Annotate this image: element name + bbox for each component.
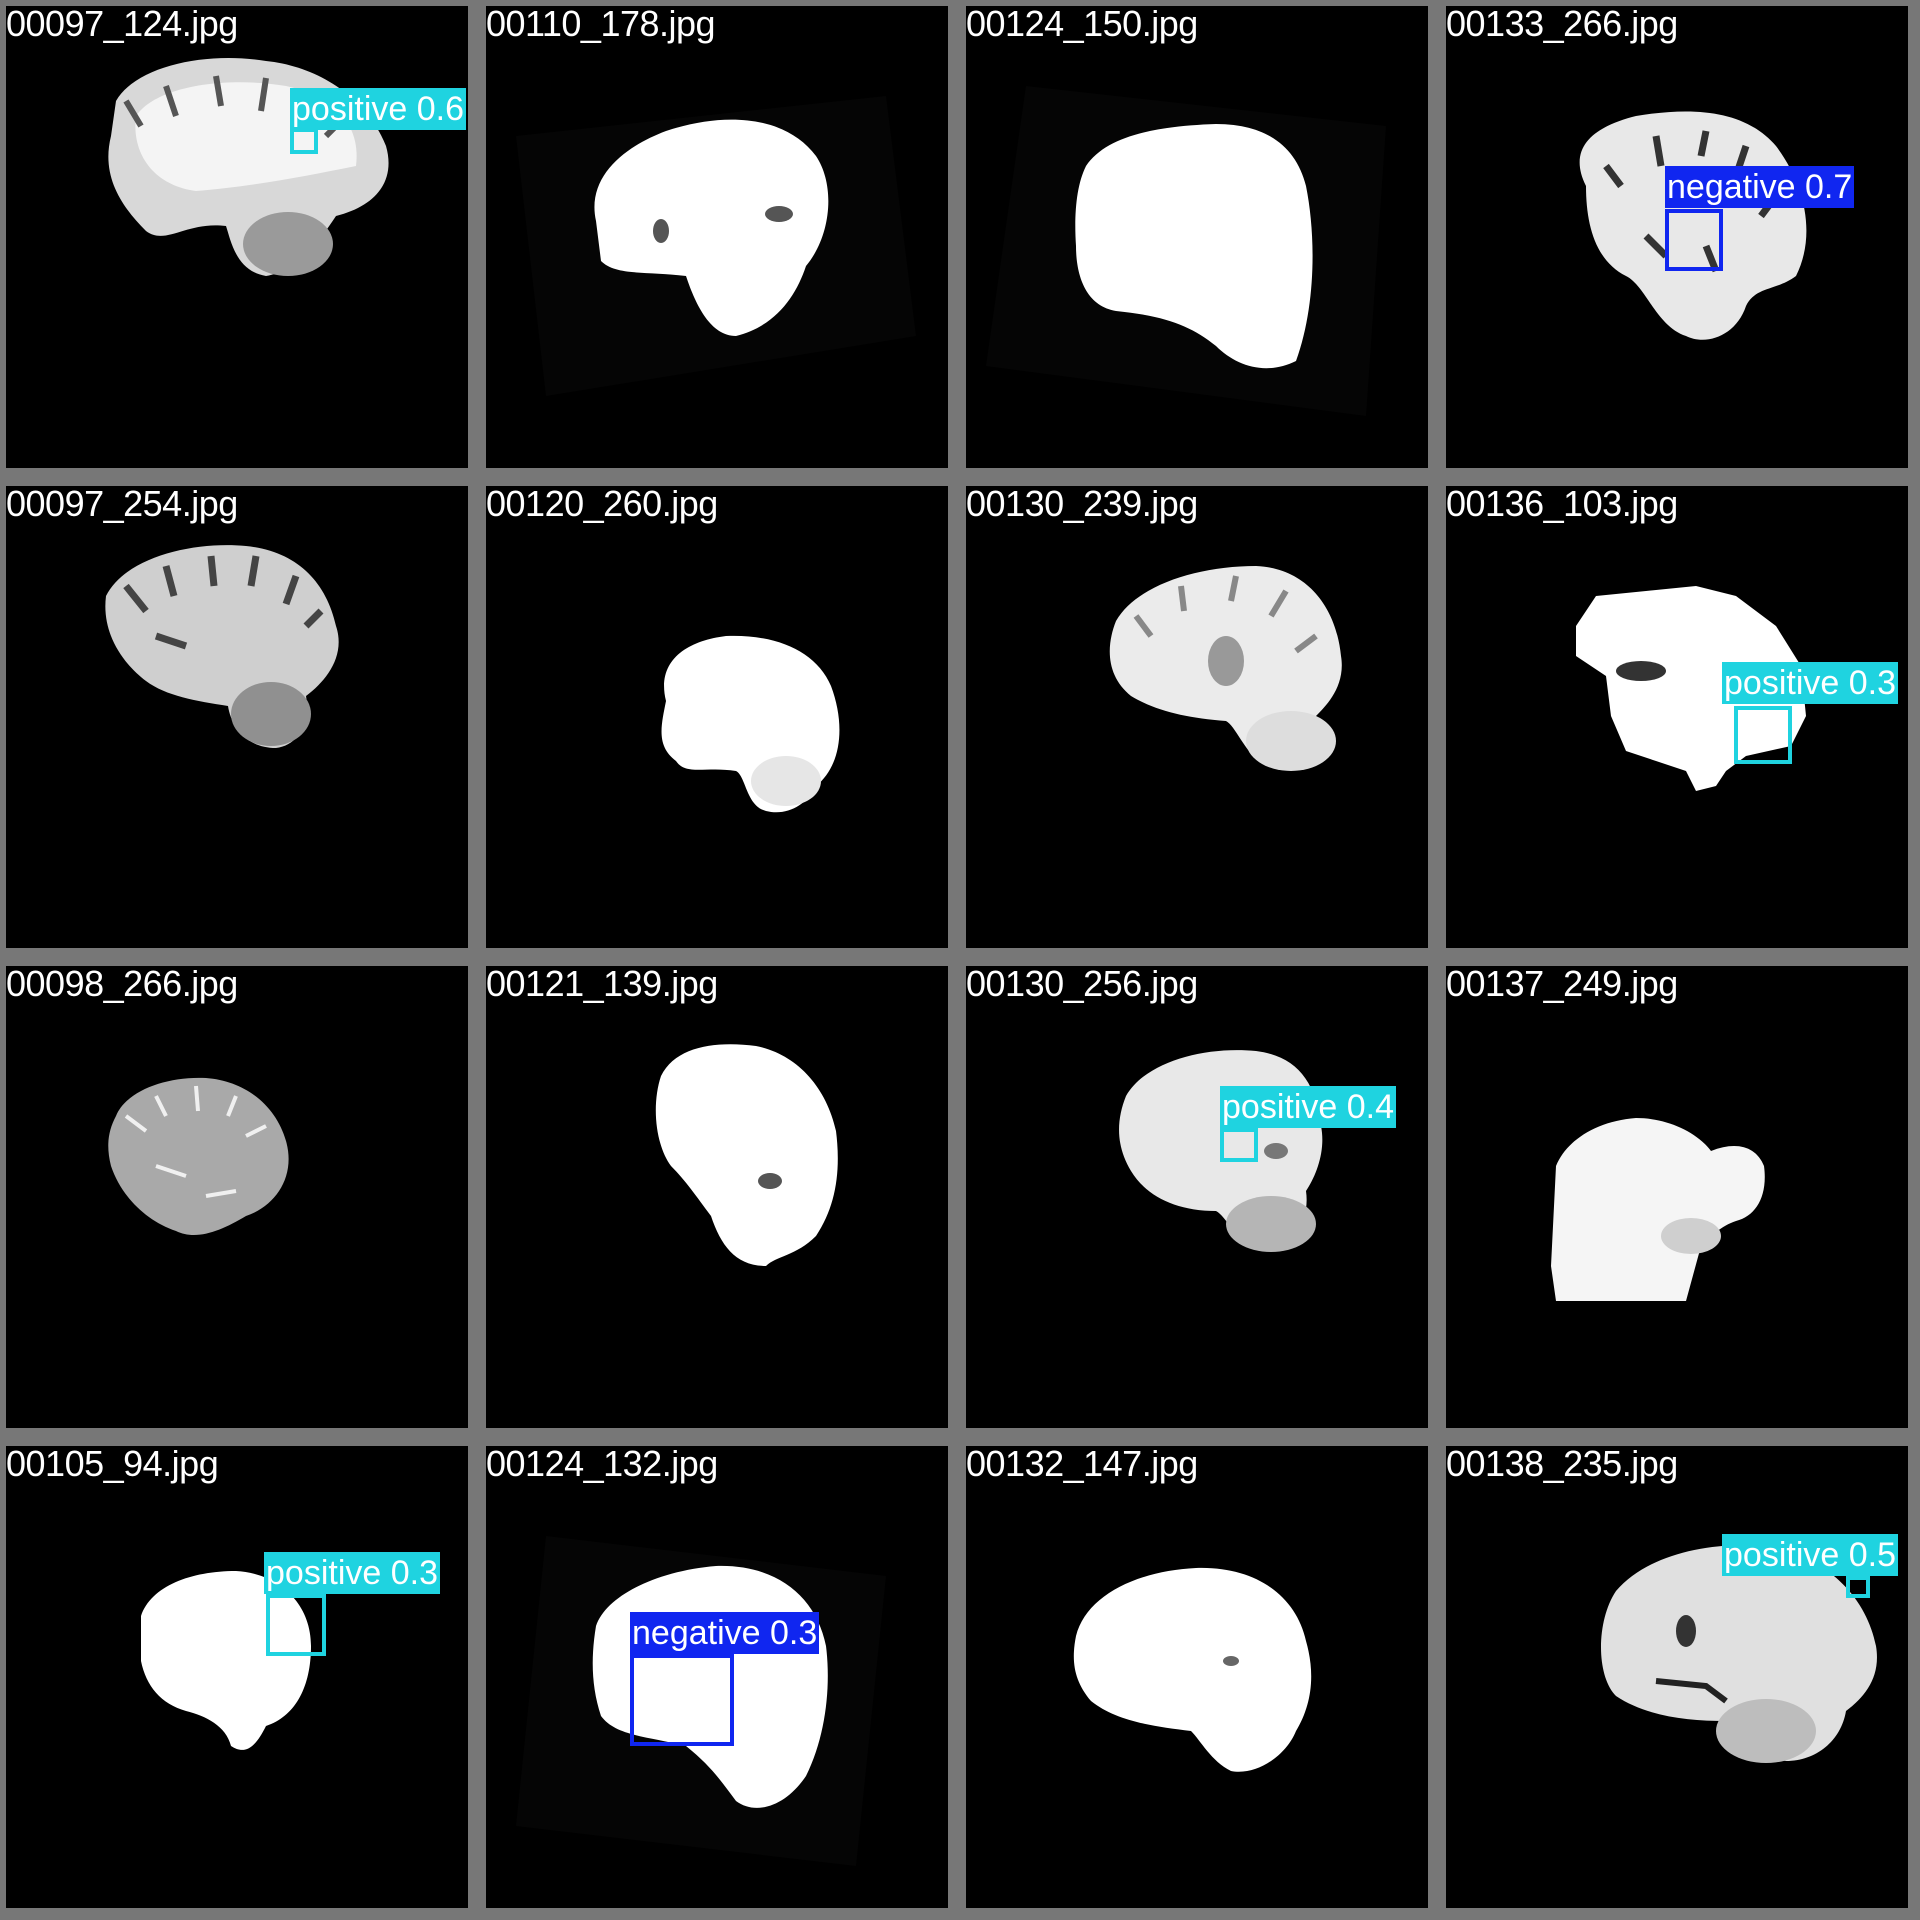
image-filename: 00124_150.jpg bbox=[966, 3, 1198, 44]
brain-slice-shape bbox=[105, 545, 339, 748]
image-tile[interactable]: 00130_256.jpg positive 0.4 bbox=[960, 960, 1440, 1440]
image-filename: 00124_132.jpg bbox=[486, 1443, 718, 1484]
image-filename: 00098_266.jpg bbox=[6, 963, 238, 1004]
brain-slice-shape bbox=[1601, 1545, 1877, 1763]
bounding-box bbox=[1220, 1128, 1258, 1162]
image-filename: 00130_256.jpg bbox=[966, 963, 1198, 1004]
image-filename: 00138_235.jpg bbox=[1446, 1443, 1678, 1484]
image-filename: 00132_147.jpg bbox=[966, 1443, 1198, 1484]
bounding-box bbox=[290, 128, 318, 154]
brain-slice-image bbox=[1446, 6, 1908, 468]
brain-slice-image bbox=[966, 1446, 1428, 1908]
brain-slice-image bbox=[6, 6, 468, 468]
brain-slice-shape bbox=[1551, 1118, 1765, 1301]
brain-slice-image bbox=[486, 966, 948, 1428]
brain-slice-image bbox=[6, 1446, 468, 1908]
detection-label: positive 0.6 bbox=[290, 88, 466, 130]
brain-slice-image bbox=[1446, 1446, 1908, 1908]
detection-label: negative 0.7 bbox=[1665, 166, 1855, 208]
brain-slice-image bbox=[486, 6, 948, 468]
bounding-box bbox=[1846, 1576, 1870, 1598]
brain-slice-shape bbox=[108, 1077, 289, 1236]
brain-slice-shape bbox=[1119, 1050, 1323, 1252]
brain-slice-image bbox=[966, 6, 1428, 468]
brain-slice-image bbox=[966, 966, 1428, 1428]
image-tile[interactable]: 00132_147.jpg bbox=[960, 1440, 1440, 1920]
brain-slice-image bbox=[6, 966, 468, 1428]
brain-slice-shape bbox=[986, 86, 1386, 416]
image-filename: 00136_103.jpg bbox=[1446, 483, 1678, 524]
detection-label: positive 0.3 bbox=[264, 1552, 440, 1594]
brain-slice-image bbox=[486, 486, 948, 948]
brain-slice-image bbox=[6, 486, 468, 948]
image-tile[interactable]: 00121_139.jpg bbox=[480, 960, 960, 1440]
bounding-box bbox=[630, 1654, 734, 1746]
bounding-box bbox=[266, 1594, 326, 1656]
image-tile[interactable]: 00136_103.jpg positive 0.3 bbox=[1440, 480, 1920, 960]
image-filename: 00133_266.jpg bbox=[1446, 3, 1678, 44]
detection-label: positive 0.5 bbox=[1722, 1534, 1898, 1576]
image-filename: 00097_124.jpg bbox=[6, 3, 238, 44]
brain-slice-shape bbox=[1576, 586, 1806, 791]
image-tile[interactable]: 00124_132.jpg negative 0.3 bbox=[480, 1440, 960, 1920]
image-tile[interactable]: 00110_178.jpg bbox=[480, 0, 960, 480]
brain-slice-shape bbox=[1073, 1567, 1312, 1772]
bounding-box bbox=[1665, 209, 1723, 271]
image-tile[interactable]: 00097_254.jpg bbox=[0, 480, 480, 960]
image-tile[interactable]: 00133_266.jpg negative 0.7 bbox=[1440, 0, 1920, 480]
image-filename: 00120_260.jpg bbox=[486, 483, 718, 524]
image-tile[interactable]: 00098_266.jpg bbox=[0, 960, 480, 1440]
image-tile[interactable]: 00120_260.jpg bbox=[480, 480, 960, 960]
detection-label: positive 0.3 bbox=[1722, 662, 1898, 704]
image-tile[interactable]: 00124_150.jpg bbox=[960, 0, 1440, 480]
image-filename: 00105_94.jpg bbox=[6, 1443, 219, 1484]
brain-slice-shape bbox=[516, 96, 916, 396]
image-tile[interactable]: 00097_124.jpg positive 0.6 bbox=[0, 0, 480, 480]
image-filename: 00121_139.jpg bbox=[486, 963, 718, 1004]
detection-label: positive 0.4 bbox=[1220, 1086, 1396, 1128]
brain-slice-shape bbox=[141, 1571, 311, 1750]
brain-slice-image bbox=[966, 486, 1428, 948]
image-tile[interactable]: 00130_239.jpg bbox=[960, 480, 1440, 960]
brain-slice-image bbox=[1446, 486, 1908, 948]
brain-slice-shape bbox=[655, 1044, 838, 1266]
brain-slice-shape bbox=[1109, 566, 1342, 771]
brain-slice-image bbox=[1446, 966, 1908, 1428]
bounding-box bbox=[1734, 706, 1792, 764]
image-tile[interactable]: 00105_94.jpg positive 0.3 bbox=[0, 1440, 480, 1920]
image-filename: 00097_254.jpg bbox=[6, 483, 238, 524]
brain-slice-shape bbox=[661, 635, 840, 813]
detection-label: negative 0.3 bbox=[630, 1612, 820, 1654]
brain-slice-shape bbox=[108, 57, 389, 276]
image-filename: 00130_239.jpg bbox=[966, 483, 1198, 524]
image-filename: 00137_249.jpg bbox=[1446, 963, 1678, 1004]
image-tile[interactable]: 00138_235.jpg positive 0.5 bbox=[1440, 1440, 1920, 1920]
image-filename: 00110_178.jpg bbox=[486, 3, 716, 44]
image-tile[interactable]: 00137_249.jpg bbox=[1440, 960, 1920, 1440]
